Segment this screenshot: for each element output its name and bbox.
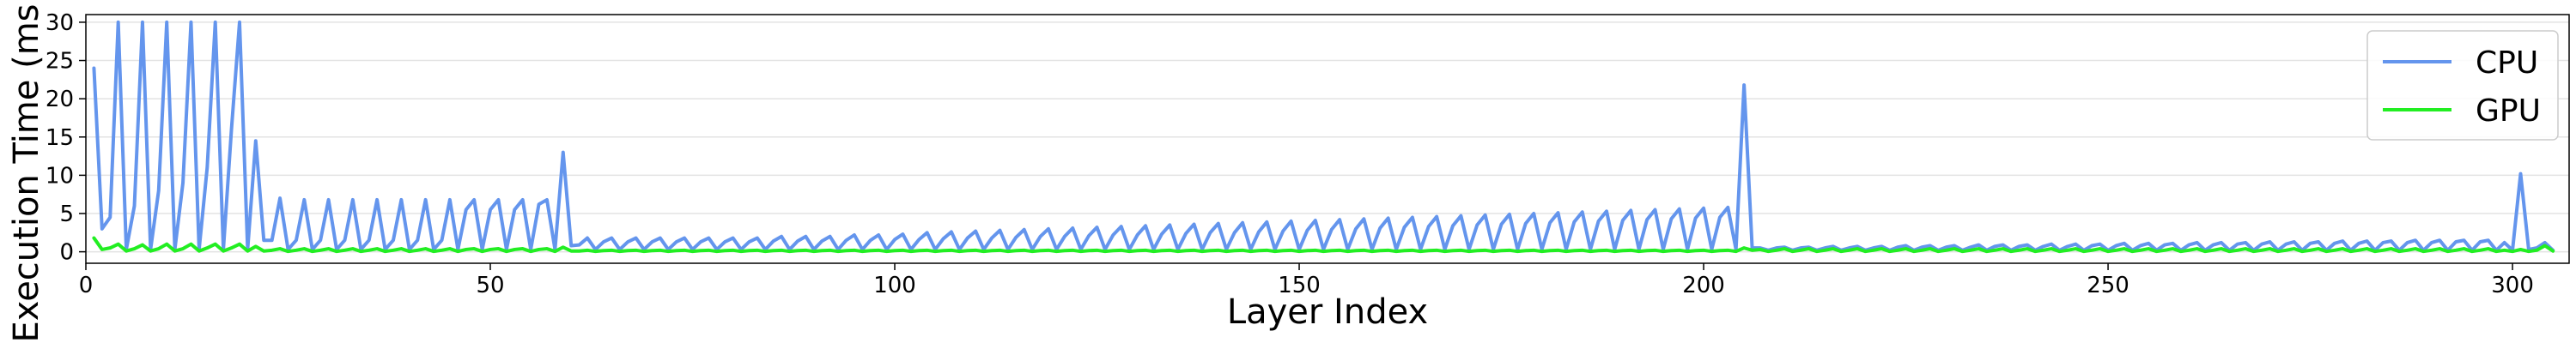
legend-box [2366,30,2559,141]
x-tick-label: 100 [873,273,916,298]
series-lines [92,20,2555,254]
legend-label-gpu: GPU [2476,93,2541,129]
y-tick-label: 25 [46,49,74,75]
y-axis-title: Execution Time (ms [7,3,46,342]
x-tick-label: 50 [476,273,504,298]
x-axis-ticks: 0 50 100 150 200 250 300 [79,263,2534,298]
x-tick-label: 0 [79,273,94,298]
x-tick-label: 300 [2491,273,2534,298]
y-tick-label: 15 [46,125,74,151]
gridlines [86,21,2569,253]
y-axis-ticks: 0 5 10 15 20 25 30 [46,10,86,266]
y-tick-label: 30 [46,10,74,36]
y-tick-label: 5 [59,202,74,227]
legend: CPU GPU [2366,30,2559,141]
plot-frame [85,14,2570,264]
x-tick-label: 200 [1682,273,1725,298]
y-tick-label: 20 [46,87,74,112]
series-line-cpu [92,20,2555,252]
series-line-gpu [92,236,2555,254]
x-axis-title: Layer Index [1227,292,1428,332]
x-tick-label: 250 [2087,273,2129,298]
legend-label-cpu: CPU [2476,45,2538,81]
y-tick-label: 10 [46,163,74,189]
y-tick-label: 0 [59,240,74,266]
x-tick-label: 150 [1278,273,1321,298]
